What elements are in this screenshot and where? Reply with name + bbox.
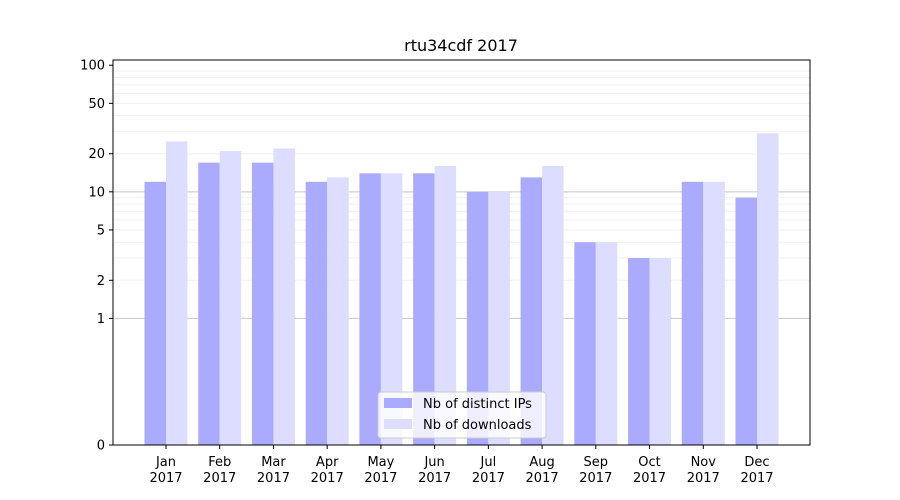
bar-distinct-ips (735, 197, 757, 445)
y-tick-label: 1 (97, 312, 105, 327)
bar-downloads (380, 173, 403, 445)
bar-downloads (327, 177, 349, 446)
bar-distinct-ips (359, 173, 381, 445)
legend-label-ips: Nb of distinct IPs (423, 397, 532, 412)
bar-downloads (488, 191, 510, 445)
bar-distinct-ips (628, 258, 650, 445)
bar-distinct-ips (305, 181, 328, 445)
chart-title: rtu34cdf 2017 (404, 36, 518, 55)
bar-downloads (595, 242, 618, 445)
y-tick-label: 50 (88, 97, 105, 112)
x-tick-label: May 2017 (364, 455, 397, 486)
bar-downloads (219, 151, 242, 445)
bar-distinct-ips (144, 181, 166, 445)
legend-swatch-ips (384, 398, 412, 408)
bar-downloads (166, 141, 188, 445)
x-tick-label: Oct 2017 (633, 455, 666, 486)
bar-downloads (273, 148, 295, 445)
y-tick-label: 2 (97, 274, 105, 289)
legend-label-downloads: Nb of downloads (423, 418, 532, 433)
bar-downloads (542, 165, 564, 446)
y-tick-label: 5 (97, 223, 105, 238)
x-tick-label: Nov 2017 (687, 455, 720, 486)
bar-downloads (649, 258, 672, 445)
x-tick-label: Aug 2017 (526, 455, 559, 486)
bar-downloads (703, 181, 725, 445)
bar-distinct-ips (251, 162, 274, 445)
bar-distinct-ips (466, 191, 489, 445)
bar-distinct-ips (574, 242, 596, 445)
legend-swatch-downloads (384, 419, 412, 429)
bar-downloads (757, 133, 779, 445)
plot-frame (112, 59, 811, 446)
bar-distinct-ips (198, 162, 220, 445)
y-tick-label: 100 (80, 59, 105, 74)
x-tick-label: Sep 2017 (579, 455, 612, 486)
x-tick-label: Jan 2017 (149, 455, 182, 486)
x-tick-label: Mar 2017 (257, 455, 290, 486)
y-tick-label: 20 (88, 147, 105, 162)
legend-box (377, 391, 547, 439)
x-tick-label: Dec 2017 (740, 455, 773, 486)
x-tick-label: Feb 2017 (203, 455, 236, 486)
y-tick-label: 10 (88, 185, 105, 200)
bar-distinct-ips (520, 177, 543, 446)
y-axis: 0 1 2 5 10 20 50 100 (80, 59, 113, 454)
bar-distinct-ips (413, 173, 435, 445)
y-tick-label: 0 (97, 439, 105, 454)
x-tick-label: Jun 2017 (418, 455, 451, 486)
bar-distinct-ips (681, 181, 704, 445)
x-tick-label: Jul 2017 (472, 455, 505, 486)
x-axis: Jan 2017 Feb 2017 Mar 2017 Apr 2017 May 2017 Jun 20… (149, 445, 774, 486)
bar-downloads (434, 165, 457, 446)
bars-layer (144, 133, 779, 446)
x-tick-label: Apr 2017 (311, 455, 344, 486)
legend: Nb of distinct IPs Nb of downloads (377, 391, 547, 439)
